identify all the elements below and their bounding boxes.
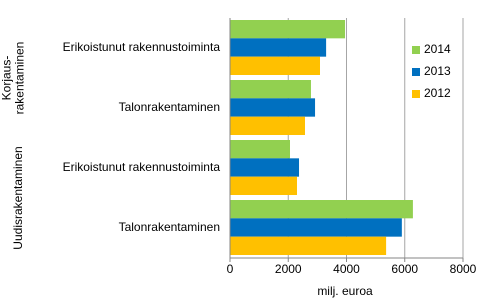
bar (230, 20, 346, 39)
bar (230, 80, 311, 99)
x-tick-label: 6000 (391, 262, 418, 276)
bar (230, 200, 413, 219)
bar (230, 218, 402, 237)
legend-label: 2014 (424, 42, 451, 56)
bar (230, 38, 327, 57)
y-tick-label: Erikoistunut rakennustoiminta (63, 160, 221, 174)
group-label: Uudisrakentaminen (11, 146, 25, 249)
bar (230, 56, 320, 75)
y-tick-label: Talonrakentaminen (119, 220, 220, 234)
bar (230, 116, 305, 135)
legend-swatch (412, 68, 420, 76)
bar (230, 140, 290, 159)
legend-swatch (412, 46, 420, 54)
group-label: Korjaus- (0, 56, 14, 101)
x-tick-label: 0 (227, 262, 234, 276)
x-axis-title: milj. euroa (317, 284, 373, 298)
bar (230, 236, 387, 255)
y-tick-label: Talonrakentaminen (119, 100, 220, 114)
x-tick-label: 8000 (450, 262, 477, 276)
bar (230, 98, 316, 117)
legend-label: 2013 (424, 64, 451, 78)
y-tick-label: Erikoistunut rakennustoiminta (63, 40, 221, 54)
bar (230, 176, 297, 195)
group-label: rakentaminen (13, 42, 27, 115)
bar (230, 158, 300, 177)
legend-label: 2012 (424, 86, 451, 100)
x-tick-label: 2000 (275, 262, 302, 276)
legend-swatch (412, 90, 420, 98)
x-tick-label: 4000 (333, 262, 360, 276)
